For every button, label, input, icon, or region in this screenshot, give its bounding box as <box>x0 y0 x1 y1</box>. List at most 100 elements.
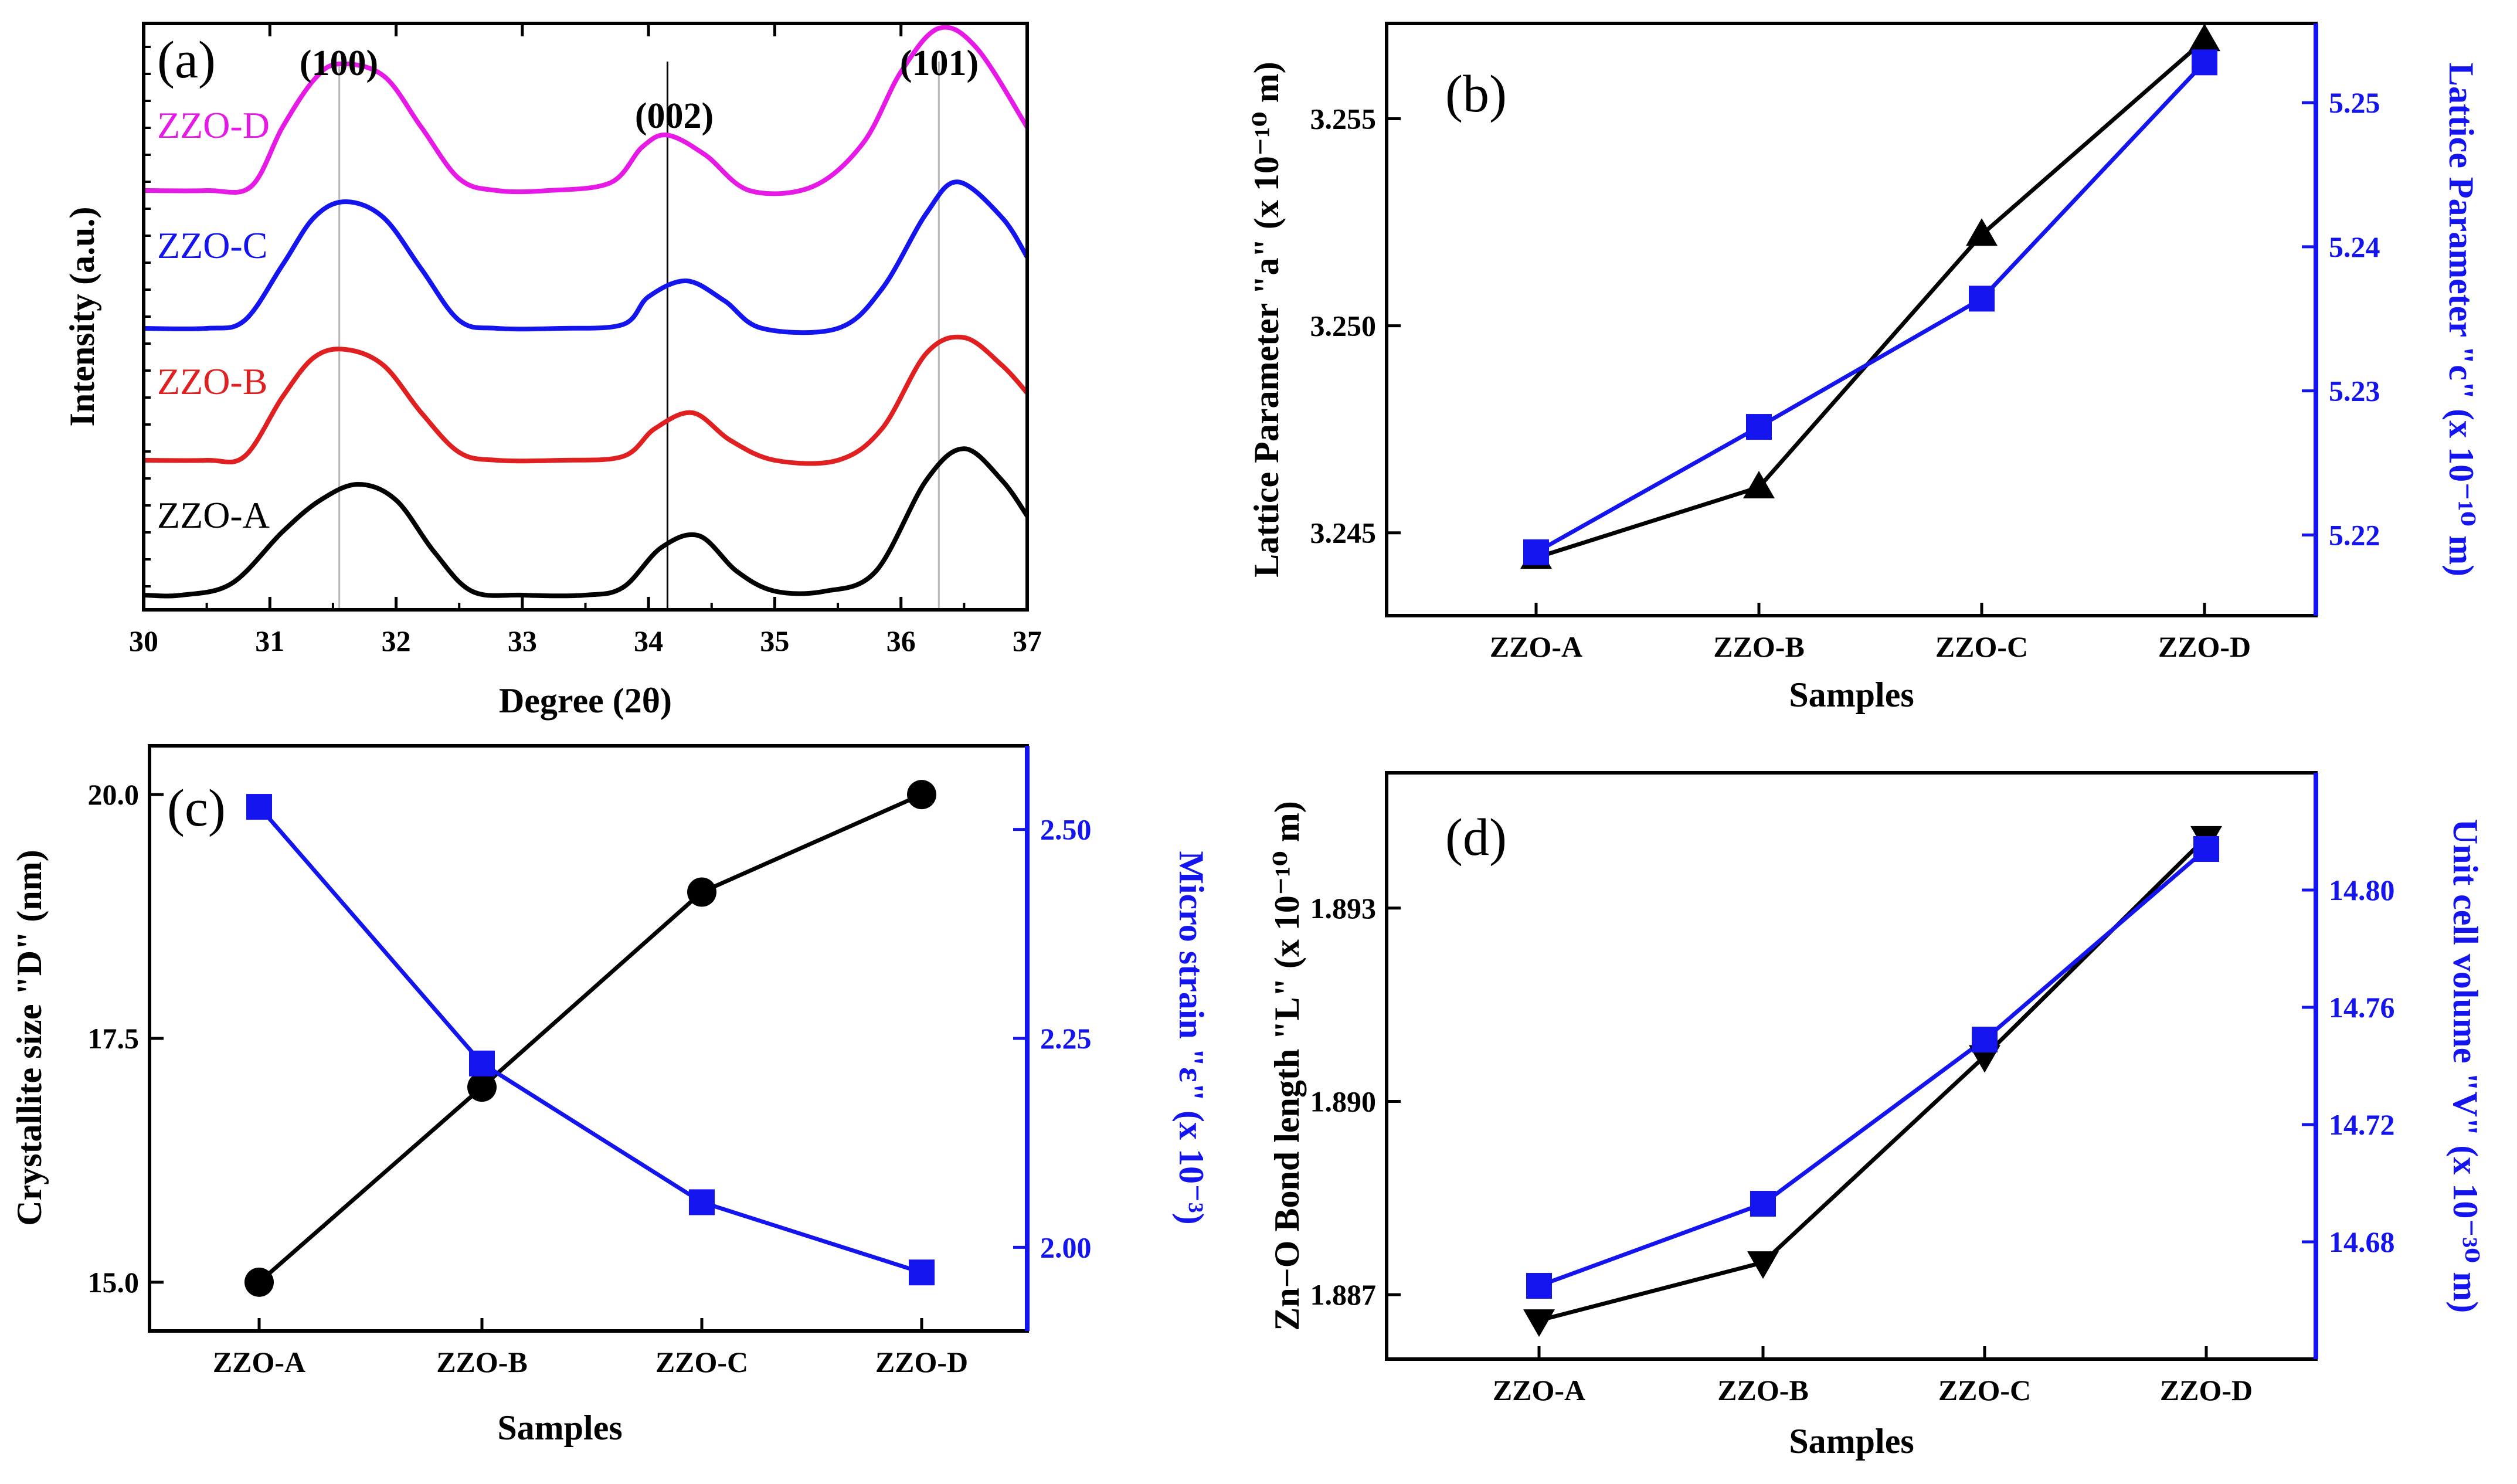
x-tick-label: ZZO-A <box>1493 1374 1585 1407</box>
x-tick-label: 36 <box>886 624 916 657</box>
plot-frame <box>1385 22 2318 617</box>
panel-label: (b) <box>1445 65 1507 123</box>
x-axis-label: Samples <box>1789 1422 1914 1461</box>
right-y-tick-label: 14.72 <box>2329 1108 2395 1141</box>
data-point-right <box>246 794 272 820</box>
right-y-axis-label: Unit cell volume "V" (x 10⁻³⁰ m) <box>2446 819 2485 1313</box>
data-point-left <box>1747 1251 1779 1279</box>
x-tick-label: ZZO-B <box>1713 630 1805 663</box>
left-y-tick-label: 3.245 <box>1310 517 1377 549</box>
x-tick-label: ZZO-B <box>1717 1374 1809 1407</box>
data-point-left <box>244 1267 274 1297</box>
left-y-tick-label: 15.0 <box>88 1266 140 1299</box>
x-tick-label: ZZO-D <box>2158 630 2251 663</box>
panel-label: (c) <box>167 779 226 837</box>
data-point-right <box>1750 1191 1776 1217</box>
left-y-tick-label: 1.887 <box>1310 1278 1377 1311</box>
series-line-left <box>257 792 923 1284</box>
left-y-axis-label: Crystallite size "D" (nm) <box>10 850 49 1225</box>
xrd-curve-zzo-c <box>143 179 1030 335</box>
right-y-tick-label: 5.24 <box>2329 230 2380 263</box>
data-point-left <box>907 780 936 810</box>
data-point-right <box>689 1189 715 1215</box>
data-point-left <box>2189 23 2220 52</box>
series-line-right <box>257 805 923 1275</box>
xrd-curve-zzo-a <box>143 446 1030 599</box>
panel-label: (a) <box>157 31 216 89</box>
x-tick-label: 32 <box>382 624 411 657</box>
data-point-right <box>2192 49 2217 76</box>
right-y-tick-label: 2.00 <box>1040 1231 1092 1264</box>
data-point-right <box>909 1259 935 1286</box>
data-point-left <box>1743 471 1775 499</box>
data-point-left <box>687 877 716 907</box>
panel-a: 30 31 32 33 34 35 36 37 Degree (2θ) Intensity (a.… <box>63 22 1042 720</box>
x-tick-label: ZZO-B <box>436 1346 528 1378</box>
x-tick-label: ZZO-C <box>1935 630 2028 663</box>
x-tick-label: ZZO-A <box>1490 630 1582 663</box>
right-y-tick-label: 5.23 <box>2329 375 2380 407</box>
data-point-right <box>2193 836 2219 862</box>
left-y-tick-label: 17.5 <box>88 1022 140 1055</box>
series-line-left <box>1535 38 2206 560</box>
x-tick-label: ZZO-C <box>1938 1374 2031 1407</box>
data-point-right <box>1526 1273 1552 1299</box>
x-tick-label: ZZO-D <box>875 1346 968 1378</box>
curve-label-zzo-b: ZZO-B <box>157 361 267 402</box>
data-point-right <box>1969 286 1995 312</box>
panel-c: 15.0 17.5 20.0 2.00 2.25 2.50 ZZO-A ZZO-B ZZO-C Z… <box>10 744 1211 1447</box>
x-axis-label: Samples <box>1789 675 1914 714</box>
panel-b: 3.245 3.250 3.255 5.22 5.23 5.24 5.25 ZZO-A ZZO-… <box>1247 22 2481 714</box>
right-y-tick-label: 14.76 <box>2329 991 2395 1024</box>
left-y-tick-label: 1.890 <box>1310 1085 1377 1118</box>
right-y-axis-label: Lattice Parameter "c" (x 10⁻¹⁰ m) <box>2442 63 2481 576</box>
data-point-right <box>1746 414 1772 440</box>
curve-label-zzo-d: ZZO-D <box>157 104 270 146</box>
panel-d: 1.887 1.890 1.893 14.68 14.72 14.76 14.80 ZZO-A… <box>1268 771 2485 1461</box>
peak-label: (002) <box>635 96 714 136</box>
series-line-right <box>1535 60 2206 554</box>
xrd-curve-zzo-b <box>143 334 1029 466</box>
curve-label-zzo-a: ZZO-A <box>157 494 270 536</box>
data-point-right <box>1972 1027 1998 1052</box>
y-axis-label: Intensity (a.u.) <box>63 206 101 426</box>
x-axis-label: Degree (2θ) <box>499 681 672 720</box>
right-y-tick-label: 5.22 <box>2329 518 2380 551</box>
right-y-tick-label: 14.68 <box>2329 1225 2395 1258</box>
plot-frame <box>142 22 1029 612</box>
data-point-left <box>1966 218 1998 246</box>
x-tick-label: ZZO-A <box>213 1346 305 1378</box>
right-y-axis-label: Micro strain "ε" (x 10⁻³) <box>1172 851 1211 1224</box>
right-y-tick-label: 5.25 <box>2329 86 2380 119</box>
x-tick-label: ZZO-C <box>655 1346 748 1378</box>
left-y-axis-label: Lattice Parameter "a" (x 10⁻¹⁰ m) <box>1247 62 1286 577</box>
x-tick-label: 37 <box>1013 624 1042 657</box>
peak-label: (100) <box>300 43 378 83</box>
left-y-tick-label: 3.255 <box>1310 102 1377 135</box>
data-point-right <box>469 1050 495 1077</box>
xrd-curve-zzo-d <box>143 25 1030 196</box>
right-y-tick-label: 2.50 <box>1040 813 1092 846</box>
data-point-left <box>1523 1309 1555 1337</box>
plot-frame <box>1385 771 2318 1361</box>
data-point-left <box>467 1072 497 1102</box>
x-tick-label: 34 <box>634 624 663 657</box>
left-y-tick-label: 1.893 <box>1310 892 1377 925</box>
x-tick-label: 33 <box>508 624 537 657</box>
data-point-right <box>1523 539 1549 565</box>
left-y-tick-label: 3.250 <box>1310 310 1377 342</box>
x-tick-label: 35 <box>760 624 789 657</box>
series-line-right <box>1538 847 2208 1288</box>
x-tick-label: 31 <box>255 624 284 657</box>
panel-label: (d) <box>1445 809 1507 867</box>
left-y-axis-label: Zn−O Bond length "L" (x 10⁻¹⁰ m) <box>1268 801 1306 1331</box>
right-y-tick-label: 14.80 <box>2329 874 2395 906</box>
x-tick-label: 30 <box>129 624 158 657</box>
x-tick-label: ZZO-D <box>2160 1374 2253 1407</box>
peak-label: (101) <box>900 43 979 83</box>
curve-label-zzo-c: ZZO-C <box>157 225 267 266</box>
right-y-tick-label: 2.25 <box>1040 1022 1092 1055</box>
x-axis-label: Samples <box>497 1408 622 1447</box>
left-y-tick-label: 20.0 <box>88 778 140 811</box>
